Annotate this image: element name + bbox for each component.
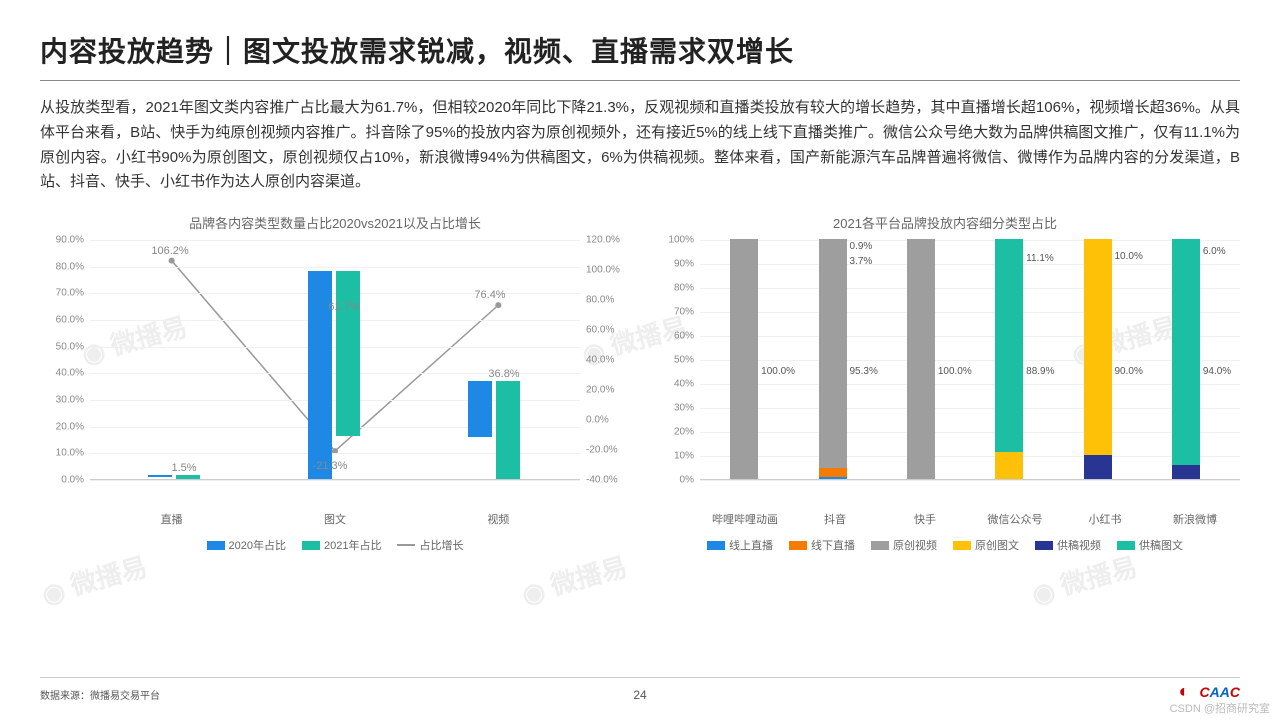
right-legend: 线上直播线下直播原创视频原创图文供稿视频供稿图文 bbox=[650, 537, 1240, 553]
logos: ◐ CAAC bbox=[1179, 681, 1240, 702]
left-legend: 2020年占比2021年占比占比增长 bbox=[40, 537, 630, 553]
source-text: 数据来源：微播易交易平台 bbox=[40, 687, 160, 702]
left-y-axis: 0.0%10.0%20.0%30.0%40.0%50.0%60.0%70.0%8… bbox=[40, 240, 90, 505]
logo-icon: ◐ bbox=[1179, 681, 1190, 702]
right-plot: 100.0%95.3%3.7%0.9%100.0%88.9%11.1%90.0%… bbox=[700, 240, 1240, 480]
right-chart: 2021各平台品牌投放内容细分类型占比 0%10%20%30%40%50%60%… bbox=[650, 213, 1240, 553]
right-y-axis: -40.0%-20.0%0.0%20.0%40.0%60.0%80.0%100.… bbox=[580, 240, 630, 505]
footer-rule bbox=[40, 677, 1240, 678]
left-plot: 1.5%61.7%36.8%106.2%-21.3%76.4% bbox=[90, 240, 580, 480]
left-chart-title: 品牌各内容类型数量占比2020vs2021以及占比增长 bbox=[40, 213, 630, 232]
page-title: 内容投放趋势｜图文投放需求锐减，视频、直播需求双增长 bbox=[40, 30, 1240, 70]
footer: 数据来源：微播易交易平台 24 ◐ CAAC bbox=[40, 681, 1240, 702]
page-number: 24 bbox=[633, 688, 646, 702]
caac-logo: CAAC bbox=[1200, 684, 1241, 700]
left-x-labels: 直播图文视频 bbox=[90, 505, 580, 527]
left-chart: 品牌各内容类型数量占比2020vs2021以及占比增长 0.0%10.0%20.… bbox=[40, 213, 630, 553]
title-rule bbox=[40, 80, 1240, 81]
right-y-axis: 0%10%20%30%40%50%60%70%80%90%100% bbox=[650, 240, 700, 505]
right-chart-title: 2021各平台品牌投放内容细分类型占比 bbox=[650, 213, 1240, 232]
csdn-watermark: CSDN @招商研究室 bbox=[1170, 700, 1270, 716]
right-x-labels: 哔哩哔哩动画抖音快手微信公众号小红书新浪微博 bbox=[700, 505, 1240, 527]
description-text: 从投放类型看，2021年图文类内容推广占比最大为61.7%，但相较2020年同比… bbox=[40, 96, 1240, 195]
